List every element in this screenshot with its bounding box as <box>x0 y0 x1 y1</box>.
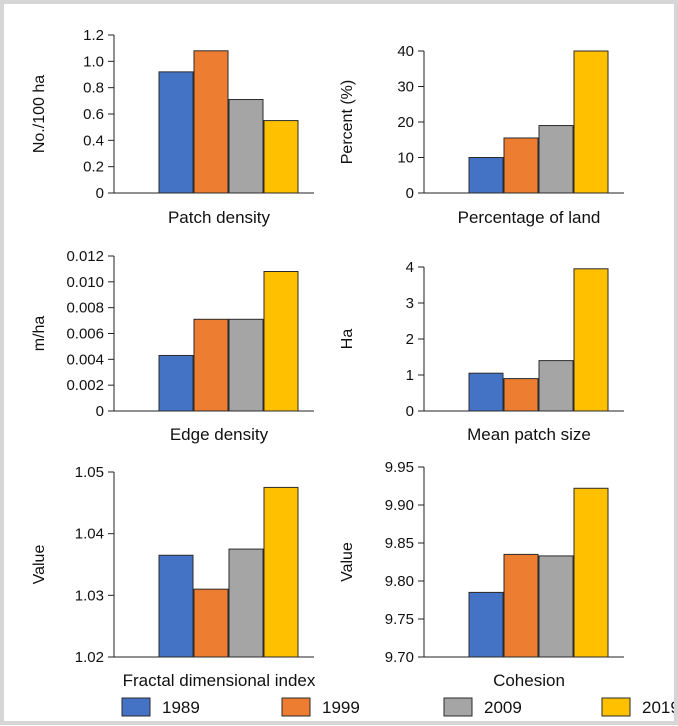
chart-panel-1: 0 0.2 0.4 0.6 0.8 1.0 1.2 No./100 ha Patch densi… <box>31 27 314 227</box>
y-tick-label: 0.008 <box>66 300 104 317</box>
y-tick-label: 10 <box>397 150 414 167</box>
bar-1989 <box>158 354 194 412</box>
y-tick-label: 2 <box>406 331 414 348</box>
bar-2019 <box>573 487 609 658</box>
bar-2009 <box>538 555 574 658</box>
y-tick-label: 30 <box>397 79 414 96</box>
y-axis-label: Value <box>339 542 356 582</box>
bar-1999 <box>503 378 539 412</box>
y-tick-label: 9.70 <box>385 649 414 666</box>
bar-1999 <box>193 318 229 412</box>
y-tick-label: 0.6 <box>83 106 104 123</box>
legend: 1989 1999 2009 2019 <box>121 697 678 717</box>
legend-swatch-2009 <box>443 697 473 717</box>
y-axis-label: No./100 ha <box>31 75 48 153</box>
y-tick-label: 0.004 <box>66 351 104 368</box>
y-axis-label: Percent (%) <box>339 80 356 164</box>
bar-2009 <box>228 99 264 194</box>
bar-2019 <box>263 271 299 412</box>
y-tick-label: 1.2 <box>83 27 104 44</box>
bar-1999 <box>503 137 539 194</box>
legend-label: 2009 <box>484 698 522 717</box>
x-axis-label: Percentage of land <box>458 208 601 227</box>
bar-2009 <box>228 548 264 658</box>
legend-label: 2019 <box>642 698 674 717</box>
y-tick-label: 20 <box>397 114 414 131</box>
bar-1999 <box>193 50 229 194</box>
y-tick-label: 0 <box>96 185 104 202</box>
y-tick-label: 1.03 <box>75 587 104 604</box>
bar-1999 <box>503 553 539 658</box>
chart-panel-3: 0 0.002 0.004 0.006 0.008 0.010 0.012 m/ha Edge … <box>31 248 314 444</box>
y-tick-label: 0.2 <box>83 159 104 176</box>
bar-2009 <box>538 125 574 194</box>
y-tick-label: 0.8 <box>83 80 104 97</box>
chart-panel-2: 0 10 20 30 40 Percent (%) Percentage of land <box>339 43 624 227</box>
y-tick-label: 4 <box>406 259 414 276</box>
y-tick-label: 1 <box>406 367 414 384</box>
x-axis-label: Cohesion <box>493 671 565 690</box>
bar-1989 <box>468 157 504 194</box>
bar-2019 <box>573 268 609 412</box>
legend-label: 1989 <box>162 698 200 717</box>
bar-2009 <box>538 360 574 412</box>
bar-1989 <box>468 372 504 412</box>
y-tick-label: 0.4 <box>83 132 104 149</box>
bar-2009 <box>228 318 264 412</box>
y-tick-label: 1.04 <box>75 526 104 543</box>
chart-panel-5: 1.02 1.03 1.04 1.05 Value Fractal dimensional… <box>31 464 316 690</box>
bar-1989 <box>158 554 194 658</box>
y-tick-label: 3 <box>406 295 414 312</box>
x-axis-label: Mean patch size <box>467 425 591 444</box>
y-tick-label: 1.05 <box>75 464 104 481</box>
y-tick-label: 9.85 <box>385 535 414 552</box>
chart-panel-4: 0 1 2 3 4 Ha Mean patch size <box>339 259 624 444</box>
y-tick-label: 0 <box>96 403 104 420</box>
y-tick-label: 40 <box>397 43 414 60</box>
legend-swatch-1999 <box>281 697 311 717</box>
y-tick-label: 1.0 <box>83 53 104 70</box>
y-tick-label: 9.95 <box>385 459 414 476</box>
x-axis-label: Fractal dimensional index <box>123 671 316 690</box>
y-tick-label: 0.012 <box>66 248 104 265</box>
x-axis-label: Patch density <box>168 208 271 227</box>
legend-swatch-2019 <box>601 697 631 717</box>
y-tick-label: 0.002 <box>66 377 104 394</box>
y-tick-label: 0.010 <box>66 274 104 291</box>
y-tick-label: 1.02 <box>75 649 104 666</box>
figure-canvas: 0 0.2 0.4 0.6 0.8 1.0 1.2 No./100 ha Patch densi… <box>31 27 678 717</box>
bar-2019 <box>573 50 609 194</box>
legend-swatch-1989 <box>121 697 151 717</box>
x-axis-label: Edge density <box>170 425 269 444</box>
y-tick-label: 0 <box>406 403 414 420</box>
bar-2019 <box>263 486 299 658</box>
legend-label: 1999 <box>322 698 360 717</box>
chart-panel-6: 9.70 9.75 9.80 9.85 9.90 9.95 Value Cohesion <box>339 459 624 690</box>
bar-1999 <box>193 588 229 658</box>
y-tick-label: 9.80 <box>385 573 414 590</box>
bar-1989 <box>468 591 504 658</box>
y-tick-label: 9.75 <box>385 611 414 628</box>
y-axis-label: Value <box>31 545 48 585</box>
bar-2019 <box>263 120 299 194</box>
y-axis-label: Ha <box>339 329 356 350</box>
bar-1989 <box>158 71 194 194</box>
y-tick-label: 0 <box>406 185 414 202</box>
y-tick-label: 9.90 <box>385 497 414 514</box>
y-tick-label: 0.006 <box>66 326 104 343</box>
y-axis-label: m/ha <box>31 316 48 352</box>
